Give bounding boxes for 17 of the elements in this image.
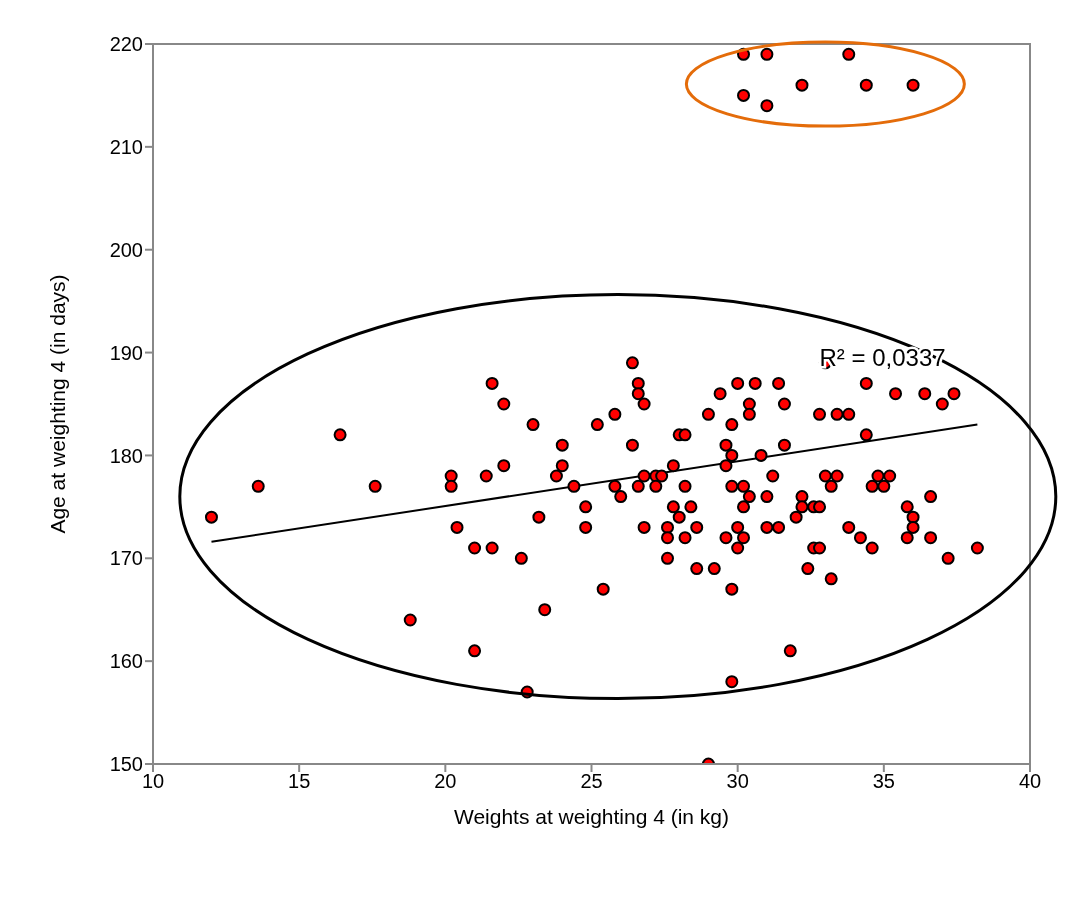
x-tick-label: 30 <box>726 770 749 793</box>
y-tick-label: 220 <box>109 33 143 56</box>
y-tick-label: 180 <box>109 444 143 467</box>
x-tick-label: 25 <box>580 770 603 793</box>
x-tick-label: 20 <box>434 770 457 793</box>
x-axis-title: Weights at weighting 4 (in kg) <box>453 805 730 828</box>
x-tick-label: 40 <box>1018 770 1042 793</box>
y-tick-label: 200 <box>109 238 143 261</box>
x-tick-label: 35 <box>872 770 895 793</box>
x-tick-label: 10 <box>141 770 165 793</box>
y-axis-title: Age at weighting 4 (in days) <box>46 274 70 534</box>
y-tick-label: 170 <box>109 547 143 570</box>
x-tick-label: 15 <box>288 770 311 793</box>
y-tick-label: 160 <box>109 650 143 673</box>
y-tick-label: 190 <box>109 341 143 364</box>
y-tick-label: 210 <box>109 135 143 158</box>
y-tick-label: 150 <box>109 753 143 776</box>
